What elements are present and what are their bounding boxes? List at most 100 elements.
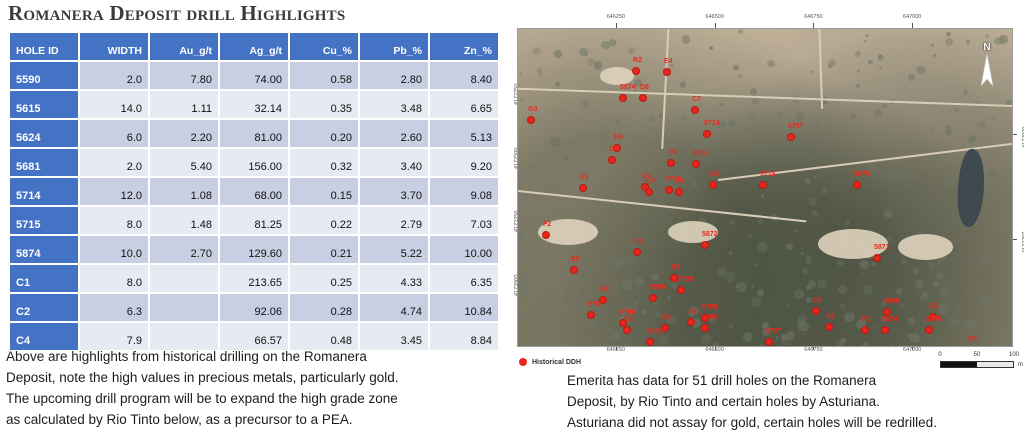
table-cell: 2.60 — [360, 120, 428, 147]
north-arrow-icon: N — [976, 43, 998, 93]
drill-hole-dot-icon — [701, 314, 709, 322]
right-caption: Emerita has data for 51 drill holes on t… — [567, 370, 1024, 433]
table-cell: 10.0 — [80, 236, 148, 263]
table-cell: 7.03 — [430, 207, 498, 234]
table-cell: 0.35 — [290, 91, 358, 118]
table-cell: 10.84 — [430, 294, 498, 321]
north-arrow-label: N — [983, 42, 991, 53]
drill-hole-dot-icon — [675, 188, 683, 196]
table-cell: 5.40 — [150, 149, 218, 176]
drill-hole-label: E4 — [664, 58, 673, 65]
drill-hole-dot-icon — [665, 186, 673, 194]
drill-hole-label: B2 — [662, 314, 671, 321]
drill-hole-dot-icon — [861, 326, 869, 334]
legend-label: Historical DDH — [532, 358, 582, 366]
drill-hole-dot-icon — [812, 307, 820, 315]
column-header: Zn_% — [430, 33, 498, 60]
table-cell: 8.40 — [430, 62, 498, 89]
drill-hole-dot-icon — [765, 338, 773, 346]
coordinate-label: 646250 — [606, 347, 625, 353]
drill-hole-dot-icon — [619, 319, 627, 327]
clearing-patch — [898, 234, 953, 260]
drill-hole-dot-icon — [570, 266, 578, 274]
drill-hole-label: D4 — [609, 146, 618, 153]
cell-hole-id: C1 — [10, 265, 78, 292]
table-cell: 0.25 — [290, 265, 358, 292]
drill-hole-dot-icon — [579, 184, 587, 192]
caption-line: Asturiana did not assay for gold, certai… — [567, 415, 937, 430]
drill-hole-dot-icon — [649, 294, 657, 302]
drill-hole-dot-icon — [623, 326, 631, 334]
map-coords-bottom: 646250 646500 646750 647000 — [517, 346, 1011, 358]
drill-hole-label: F2 — [543, 221, 552, 228]
drill-hole-dot-icon — [692, 160, 700, 168]
scale-tick-label: 100 — [1008, 352, 1020, 358]
cell-hole-id: 5714 — [10, 178, 78, 205]
table-cell: 213.65 — [220, 265, 288, 292]
drill-hole-dot-icon — [613, 144, 621, 152]
drill-hole-label: R1 — [862, 316, 871, 323]
table-cell: 9.20 — [430, 149, 498, 176]
table-row: 5681 2.0 5.40 156.00 0.32 3.40 9.20 — [10, 149, 498, 176]
drill-hole-dot-icon — [667, 159, 675, 167]
coordinate-label: 646750 — [804, 14, 823, 20]
drill-hole-dot-icon — [687, 318, 695, 326]
drill-hole-label: A3 — [826, 313, 835, 320]
drill-hole-dot-icon — [663, 68, 671, 76]
drill-hole-dot-icon — [542, 231, 550, 239]
table-cell: 0.48 — [290, 323, 358, 350]
drill-hole-label: 5757 — [788, 123, 804, 130]
table-row: C2 6.3 92.06 0.28 4.74 10.84 — [10, 294, 498, 321]
drill-hole-label: R4 — [968, 336, 977, 343]
table-cell: 156.00 — [220, 149, 288, 176]
scale-tick-label: 50 — [973, 352, 981, 358]
caption-line: Above are highlights from historical dri… — [6, 349, 367, 364]
table-header-row: HOLE ID WIDTH Au_g/t Ag_g/t Cu_% Pb_% Zn_% — [10, 33, 498, 60]
drill-hole-dot-icon — [645, 188, 653, 196]
drill-hole-label: 5716 — [666, 176, 682, 183]
drill-hole-label: 5707 — [588, 301, 604, 308]
table-cell: 0.15 — [290, 178, 358, 205]
drill-hole-label: C5 — [642, 173, 651, 180]
scale-tick-label: 0 — [938, 352, 942, 358]
table-row: 5624 6.0 2.20 81.00 0.20 2.60 5.13 — [10, 120, 498, 147]
drill-hole-label: E3 — [580, 174, 589, 181]
table-cell: 7.80 — [150, 62, 218, 89]
table-cell: 9.08 — [430, 178, 498, 205]
table-cell: 68.00 — [220, 178, 288, 205]
drill-hole-label: B4 — [676, 178, 685, 185]
aerial-map[interactable]: N 5874 D6 C7 5714 5757 D5 C6 6002 C5 5716 B5 5715 58… — [517, 28, 1013, 347]
drill-hole-label: 5715 — [760, 171, 776, 178]
cell-hole-id: C2 — [10, 294, 78, 321]
drill-hole-label: C7 — [692, 96, 701, 103]
drill-hole-label: 5714 — [704, 120, 720, 127]
cell-hole-id: 5715 — [10, 207, 78, 234]
table-cell: 2.0 — [80, 149, 148, 176]
table-row: 5615 14.0 1.11 32.14 0.35 3.48 6.65 — [10, 91, 498, 118]
table-row: 5874 10.0 2.70 129.60 0.21 5.22 10.00 — [10, 236, 498, 263]
drill-hole-label: 5615 — [647, 328, 663, 335]
table-cell: 4.33 — [360, 265, 428, 292]
table-cell — [150, 294, 218, 321]
drill-hole-dot-icon — [701, 241, 709, 249]
table-cell: 32.14 — [220, 91, 288, 118]
drill-hole-label: D6 — [640, 84, 649, 91]
coordinate-label: 646750 — [804, 347, 823, 353]
caption-line: The upcoming drill program will be to ex… — [6, 391, 398, 406]
drill-hole-dot-icon — [677, 286, 685, 294]
table-cell: 8.84 — [430, 323, 498, 350]
drill-hole-label: 5874 — [620, 84, 636, 91]
table-cell — [150, 265, 218, 292]
table-cell: 5.22 — [360, 236, 428, 263]
drill-hole-dot-icon — [527, 116, 535, 124]
table-cell: 2.20 — [150, 120, 218, 147]
drill-hole-dot-icon — [599, 296, 607, 304]
table-cell: 6.65 — [430, 91, 498, 118]
cell-hole-id: 5624 — [10, 120, 78, 147]
column-header: Pb_% — [360, 33, 428, 60]
drill-hole-dot-icon — [632, 67, 640, 75]
drill-hole-dot-icon — [853, 181, 861, 189]
drill-hole-label: 5726 — [678, 276, 694, 283]
drill-hole-label: C3 — [634, 238, 643, 245]
